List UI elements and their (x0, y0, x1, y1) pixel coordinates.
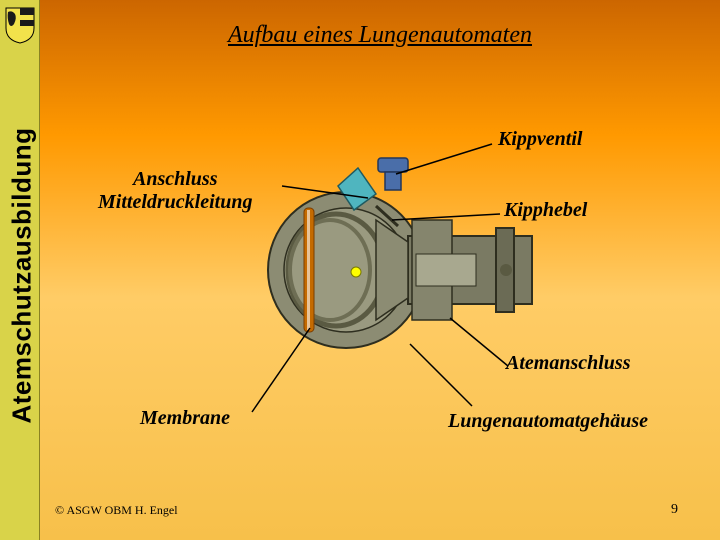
footer-copyright: © ASGW OBM H. Engel (55, 503, 178, 518)
label-anschluss-line1: Anschluss (133, 168, 218, 190)
label-kippventil: Kippventil (498, 128, 582, 151)
lung-regulator-diagram (258, 150, 548, 380)
footer-page-number: 9 (671, 502, 678, 518)
label-gehaeuse: Lungenautomatgehäuse (448, 410, 648, 433)
slide: Atemschutzausbildung Aufbau eines Lungen… (0, 0, 720, 540)
slide-title: Aufbau eines Lungenautomaten (0, 22, 720, 49)
sidebar-vertical-title: Atemschutzausbildung (7, 26, 38, 526)
label-atemanschluss: Atemanschluss (506, 352, 630, 375)
label-anschluss: Anschluss Mitteldruckleitung (98, 168, 252, 214)
label-anschluss-line2: Mitteldruckleitung (98, 191, 252, 213)
label-kipphebel: Kipphebel (504, 199, 587, 222)
label-membrane: Membrane (140, 407, 230, 430)
